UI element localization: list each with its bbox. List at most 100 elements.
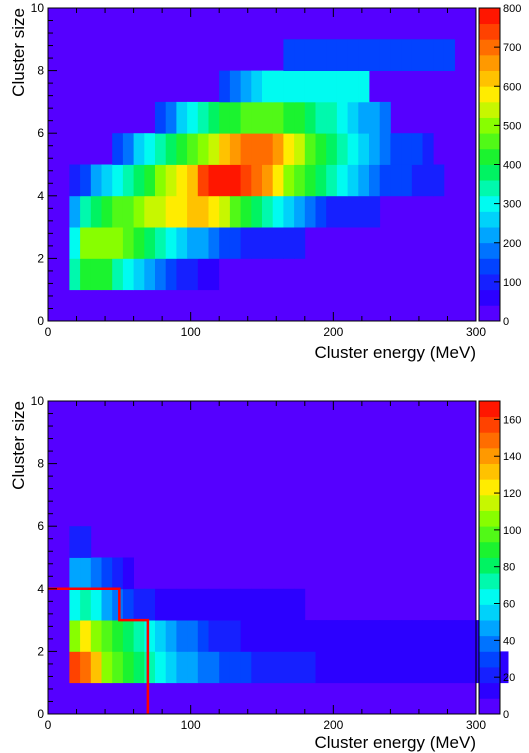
heatmap-cell	[315, 164, 327, 197]
heatmap-cell	[187, 195, 199, 228]
heatmap-cell	[379, 133, 391, 165]
heatmap-cell	[390, 620, 402, 652]
heatmap-cell	[411, 39, 423, 71]
color-scale-label: 40	[503, 635, 515, 647]
heatmap-cell	[294, 588, 306, 621]
heatmap-cell	[144, 227, 156, 259]
color-scale-band	[479, 401, 500, 418]
y-tick-label: 4	[37, 582, 44, 596]
heatmap-cell	[369, 195, 381, 228]
heatmap-cell	[112, 164, 124, 197]
heatmap-cell	[229, 588, 241, 621]
top-plot-frame	[47, 7, 477, 322]
color-scale-band	[479, 447, 500, 464]
color-scale-band	[479, 479, 500, 496]
heatmap-cell	[112, 588, 124, 621]
heatmap-cell	[144, 164, 156, 197]
heatmap-cell	[347, 195, 359, 228]
heatmap-cell	[229, 258, 241, 291]
heatmap-cell	[262, 70, 274, 103]
heatmap-cell	[240, 227, 252, 259]
heatmap-cell	[326, 195, 338, 228]
heatmap-cell	[272, 101, 284, 134]
heatmap-cell	[187, 651, 199, 684]
heatmap-cell	[304, 195, 316, 228]
heatmap-cell	[401, 39, 413, 71]
heatmap-cell	[101, 651, 113, 684]
heatmap-cell	[326, 651, 338, 684]
heatmap-cell	[347, 164, 359, 197]
heatmap-cell	[240, 133, 252, 165]
heatmap-cell	[304, 70, 316, 103]
heatmap-cell	[283, 195, 295, 228]
top-x-axis-label: Cluster energy (MeV)	[314, 343, 476, 362]
heatmap-cell	[262, 195, 274, 228]
heatmap-cell	[219, 227, 231, 259]
heatmap-cell	[465, 651, 477, 684]
heatmap-cell	[251, 227, 263, 259]
heatmap-cell	[411, 164, 423, 197]
heatmap-cell	[208, 133, 220, 165]
heatmap-cell	[390, 651, 402, 684]
bottom-axes: 0 100 200 300 0 2 4 6 8 10	[31, 394, 487, 732]
heatmap-cell	[197, 195, 209, 228]
heatmap-cell	[122, 620, 134, 652]
heatmap-cell	[101, 588, 113, 621]
color-scale-band	[479, 23, 500, 40]
heatmap-cell	[101, 195, 113, 228]
heatmap-cell	[401, 164, 413, 197]
heatmap-cell	[294, 195, 306, 228]
heatmap-cell	[165, 651, 177, 684]
color-scale-label: 60	[503, 599, 515, 611]
y-tick-label: 10	[31, 394, 45, 408]
heatmap-cell	[176, 133, 188, 165]
bottom-plot-frame	[47, 400, 477, 715]
heatmap-cell	[69, 258, 81, 291]
heatmap-cell	[208, 195, 220, 228]
heatmap-cell	[112, 557, 124, 590]
heatmap-cell	[240, 620, 252, 652]
x-tick-label: 100	[181, 325, 201, 339]
heatmap-cell	[155, 258, 167, 291]
heatmap-cell	[240, 164, 252, 197]
heatmap-cell	[294, 39, 306, 71]
heatmap-cell	[251, 651, 263, 684]
color-scale-band	[479, 211, 500, 228]
heatmap-cell	[229, 101, 241, 134]
heatmap-cell	[112, 133, 124, 165]
heatmap-cell	[347, 70, 359, 103]
heatmap-cell	[262, 133, 274, 165]
heatmap-cell	[262, 620, 274, 652]
color-scale-band	[479, 101, 500, 118]
heatmap-cell	[155, 195, 167, 228]
top-histogram-panel: 0 100 200 300 0 2 4 6 8 10 0 100 200 300 400 500 600 700…	[9, 1, 521, 362]
heatmap-cell	[80, 557, 92, 590]
color-scale-label: 600	[503, 81, 521, 93]
heatmap-cell	[272, 195, 284, 228]
heatmap-cell	[294, 651, 306, 684]
heatmap-cell	[176, 258, 188, 291]
y-tick-label: 8	[37, 64, 44, 78]
color-scale-label: 800	[503, 3, 521, 15]
color-scale-band	[479, 620, 500, 637]
heatmap-cell	[283, 588, 295, 621]
heatmap-cell	[422, 651, 434, 684]
heatmap-cell	[304, 620, 316, 652]
heatmap-cell	[101, 557, 113, 590]
heatmap-cell	[197, 164, 209, 197]
heatmap-cell	[144, 588, 156, 621]
heatmap-cell	[112, 227, 124, 259]
heatmap-cell	[262, 101, 274, 134]
color-scale-label: 0	[503, 316, 509, 328]
color-scale-label: 100	[503, 277, 521, 289]
heatmap-cell	[219, 620, 231, 652]
heatmap-cell	[304, 101, 316, 134]
color-scale-band	[479, 86, 500, 103]
bottom-x-axis-label: Cluster energy (MeV)	[314, 733, 476, 752]
heatmap-cell	[90, 651, 102, 684]
heatmap-cell	[219, 133, 231, 165]
heatmap-cell	[176, 588, 188, 621]
heatmap-cell	[155, 227, 167, 259]
heatmap-cell	[497, 651, 509, 684]
heatmap-cell	[69, 557, 81, 590]
